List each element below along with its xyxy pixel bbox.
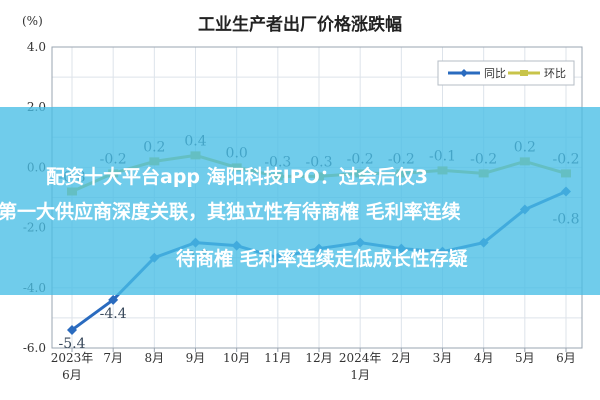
- x-tick-label: 6月: [556, 351, 576, 365]
- data-label: -4.4: [100, 306, 127, 322]
- legend-label: 环比: [544, 67, 566, 80]
- x-tick-label: 4月: [474, 351, 494, 365]
- data-point-yoy: [67, 324, 77, 335]
- x-tick-label: 8月: [145, 351, 165, 365]
- y-tick-label: -6.0: [23, 341, 46, 355]
- x-tick-label: 5月: [515, 351, 535, 365]
- overlay-headline-line-1: 配资十大平台app 海阳科技IPO：过会后仅3: [46, 166, 429, 188]
- x-tick-sublabel: 1月: [350, 368, 370, 382]
- legend-label: 同比: [484, 67, 506, 80]
- x-tick-label: 2月: [392, 351, 412, 365]
- overlay-headline-line-2: 第一大供应商深度关联，其独立性有待商榷 毛利率连续: [0, 201, 461, 223]
- y-axis-unit: (%): [22, 14, 43, 28]
- x-tick-label: 3月: [433, 351, 453, 365]
- legend: 同比 环比: [437, 60, 575, 86]
- x-tick-label: 9月: [186, 351, 206, 365]
- legend-box: [437, 60, 575, 86]
- x-tick-label: 7月: [103, 351, 123, 365]
- legend-marker: [460, 69, 468, 77]
- overlay-headline-line-3: 待商榷 毛利率连续走低成长性存疑: [176, 248, 468, 270]
- overlay-banner: [0, 107, 600, 295]
- x-tick-label: 12月: [305, 351, 332, 365]
- y-tick-label: 4.0: [27, 40, 46, 54]
- legend-marker: [520, 70, 528, 76]
- chart-title: 工业生产者出厂价格涨跌幅: [198, 14, 402, 35]
- data-point-yoy: [108, 294, 119, 305]
- x-tick-label: 10月: [223, 351, 250, 365]
- x-tick-label: 2024年: [339, 351, 382, 365]
- x-tick-label: 2023年: [51, 351, 94, 365]
- data-label: -5.4: [59, 336, 86, 352]
- x-tick-sublabel: 6月: [62, 368, 82, 382]
- x-tick-label: 11月: [264, 351, 291, 365]
